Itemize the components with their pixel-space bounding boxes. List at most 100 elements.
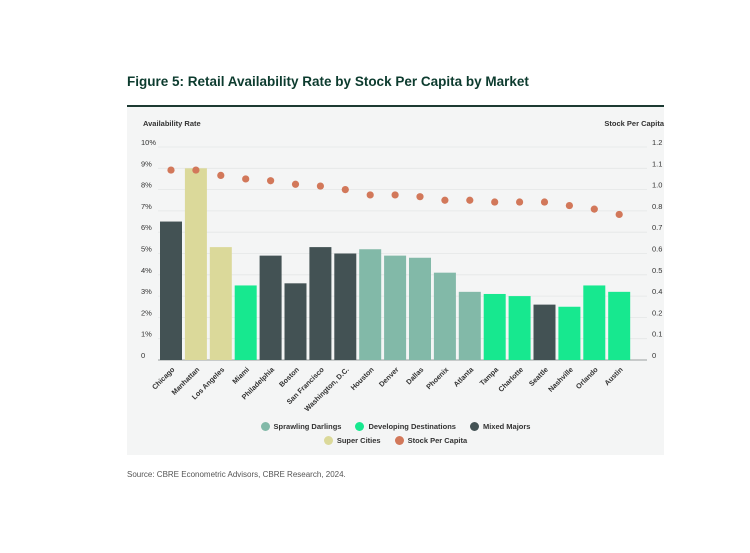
legend-item-developing-destinations[interactable]: Developing Destinations [355,422,456,431]
legend-swatch [323,436,333,445]
legend-item-stock-per-capita[interactable]: Stock Per Capita [394,436,468,445]
y-axis-ticks: 0 1% 2% 3% 4% 5% 6% 7% 8% 9% 10% [141,138,156,360]
y2-tick-label: 0.1 [652,330,662,339]
legend-swatch [355,422,365,431]
stock-dot-orlando[interactable] [590,205,598,213]
y2-tick-label: 0.5 [652,266,662,275]
bar-chicago[interactable] [160,221,182,360]
bar-denver[interactable] [384,255,407,360]
legend-item-mixed-majors[interactable]: Mixed Majors [469,422,531,431]
bar-dallas[interactable] [409,257,431,360]
bar-boston[interactable] [284,283,307,360]
y2-axis-title: Stock Per Capita [604,119,664,128]
bars [160,168,631,361]
y-axis-title: Availability Rate [143,119,201,128]
y2-tick-label: 1.1 [652,159,662,168]
bar-austin[interactable] [608,291,631,360]
x-tick-label: Houston [349,365,376,392]
x-tick-label: Boston [277,365,301,389]
bar-phoenix[interactable] [433,272,456,360]
y2-tick-label: 0.8 [652,202,662,211]
y2-tick-label: 0.2 [652,308,662,317]
y2-axis-ticks: 0 0.1 0.2 0.4 0.5 0.6 0.7 0.8 1.0 1.1 1.2 [652,138,662,360]
stock-dot-denver[interactable] [391,191,399,199]
y-tick-label: 0 [141,351,145,360]
x-tick-label: Nashville [546,365,575,394]
stock-dot-nashville[interactable] [565,201,574,210]
stock-dot-houston[interactable] [366,191,374,199]
bar-atlanta[interactable] [458,291,481,360]
y2-tick-label: 1.2 [652,138,662,147]
x-tick-label: Tampa [478,364,501,387]
x-tick-label: Denver [377,365,401,389]
y2-tick-label: 0.6 [652,245,662,254]
bar-miami[interactable] [234,285,257,360]
bar-seattle[interactable] [533,304,556,360]
x-tick-label: Washington, D.C. [302,365,350,413]
bar-los-angeles[interactable] [209,247,232,360]
stock-dot-philadelphia[interactable] [267,177,275,185]
legend-row-1: Sprawling Darlings Developing Destinatio… [127,422,664,431]
bar-nashville[interactable] [558,306,581,360]
stock-dot-san-francisco[interactable] [316,182,324,190]
legend-label: Stock Per Capita [407,436,468,445]
legend-item-super-cities[interactable]: Super Cities [323,436,381,445]
y-tick-label: 5% [141,245,152,254]
stock-dot-seattle[interactable] [540,198,549,206]
x-tick-label: Phoenix [424,365,450,391]
stock-dot-atlanta[interactable] [466,196,474,204]
y-tick-label: 1% [141,330,152,339]
y-tick-label: 9% [141,159,152,168]
x-tick-label: Dallas [404,365,425,386]
stock-dot-chicago[interactable] [167,166,175,174]
y-tick-label: 2% [141,308,152,317]
legend-label: Mixed Majors [482,422,531,431]
x-tick-label: Orlando [574,365,600,391]
bar-charlotte[interactable] [508,296,531,360]
stock-dot-austin[interactable] [615,210,623,219]
x-tick-label: Miami [230,365,251,386]
stock-dot-los-angeles[interactable] [217,171,225,179]
y-tick-label: 10% [141,138,156,147]
y2-tick-label: 0.4 [652,287,662,296]
stock-dot-phoenix[interactable] [441,196,449,204]
legend-swatch [260,422,270,431]
y-tick-label: 3% [141,287,152,296]
stock-dot-tampa[interactable] [491,198,499,206]
legend-label: Sprawling Darlings [273,422,342,431]
bar-manhattan[interactable] [184,168,207,360]
y-tick-label: 4% [141,266,152,275]
stock-dot-charlotte[interactable] [516,198,524,206]
y-tick-label: 7% [141,202,152,211]
y2-tick-label: 0 [652,351,656,360]
x-tick-label: Atlanta [452,364,476,388]
bar-houston[interactable] [359,249,382,360]
legend-label: Super Cities [336,436,381,445]
bar-philadelphia[interactable] [259,255,282,360]
stock-dots [167,166,623,219]
bar-washington-d-c[interactable] [334,253,357,361]
legend-swatch [394,436,404,445]
legend-item-sprawling-darlings[interactable]: Sprawling Darlings [260,422,342,431]
stock-dot-manhattan[interactable] [192,166,200,174]
y-tick-label: 6% [141,223,152,232]
y2-tick-label: 1.0 [652,181,662,190]
title-rule [127,105,664,107]
bar-orlando[interactable] [583,285,606,360]
legend-row-2: Super Cities Stock Per Capita [127,436,664,445]
legend-label: Developing Destinations [368,422,456,431]
bar-san-francisco[interactable] [309,247,332,360]
legend-swatch [469,422,479,431]
y2-tick-label: 0.7 [652,223,662,232]
stock-dot-boston[interactable] [291,180,300,188]
figure-title: Figure 5: Retail Availability Rate by St… [127,74,529,89]
bar-tampa[interactable] [483,293,506,360]
x-tick-label: Austin [602,365,624,387]
stock-dot-washington-d-c[interactable] [341,186,349,194]
x-tick-label: Charlotte [496,365,525,394]
source-note: Source: CBRE Econometric Advisors, CBRE … [127,470,346,479]
stock-dot-dallas[interactable] [416,193,424,201]
stock-dot-miami[interactable] [242,175,250,183]
